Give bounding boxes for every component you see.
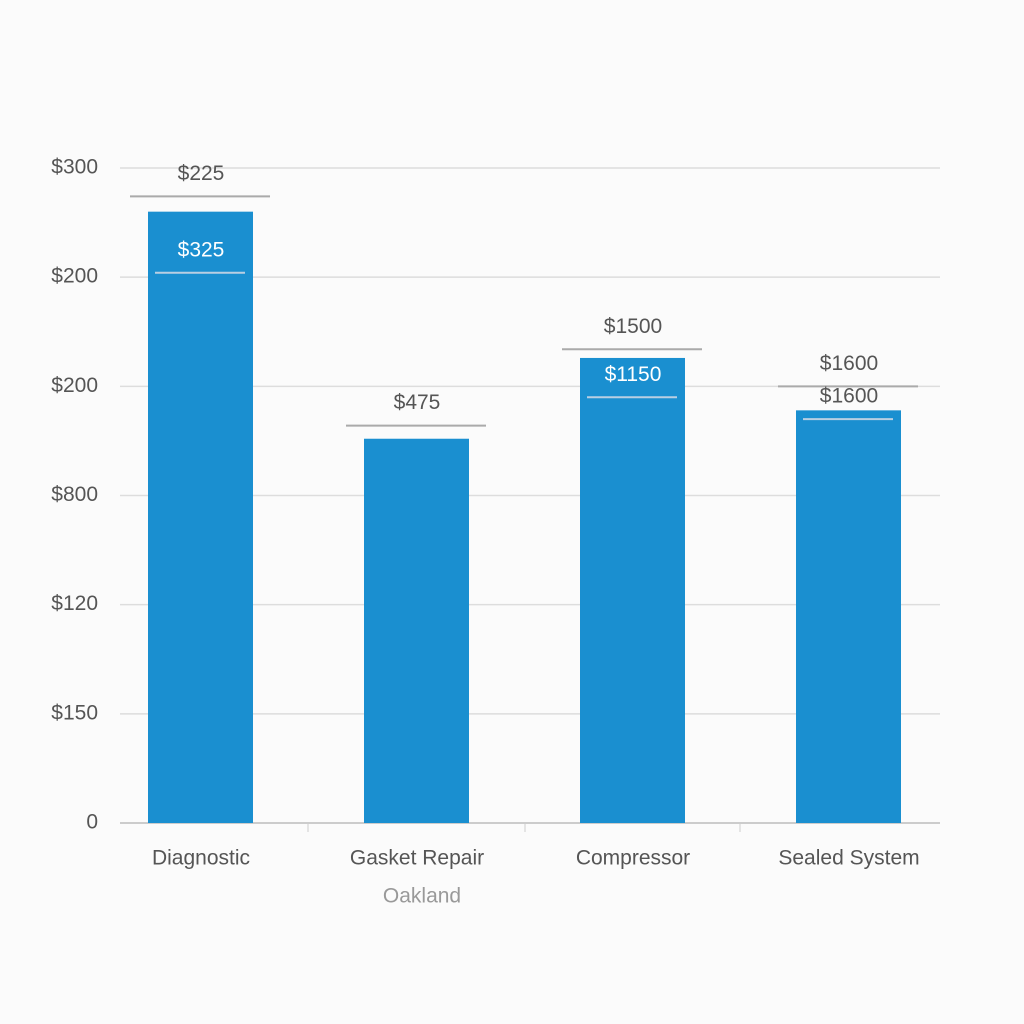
y-tick-label: $800 <box>51 483 98 506</box>
value-label: $1150 <box>605 363 662 386</box>
y-tick-label: $300 <box>51 156 98 179</box>
y-tick-label: $200 <box>51 265 98 288</box>
value-label: $325 <box>178 238 225 261</box>
value-label: $1500 <box>604 315 662 338</box>
x-tick-label: Gasket Repair <box>350 847 484 870</box>
annotation: Oakland <box>383 885 461 908</box>
value-label: $1600 <box>820 385 878 408</box>
x-tick-label: Compressor <box>576 847 690 870</box>
x-tick-label: Diagnostic <box>152 847 250 870</box>
bar <box>796 410 901 823</box>
x-tick-label: Sealed System <box>778 847 919 870</box>
value-label: $1600 <box>820 352 878 375</box>
value-label: $225 <box>178 162 225 185</box>
bar <box>148 211 253 823</box>
value-label: $475 <box>394 391 441 414</box>
y-tick-label: $120 <box>51 592 98 615</box>
y-tick-label: 0 <box>86 811 98 834</box>
bar <box>580 357 685 823</box>
y-tick-label: $150 <box>51 701 98 724</box>
y-tick-label: $200 <box>51 374 98 397</box>
bar <box>364 438 469 823</box>
